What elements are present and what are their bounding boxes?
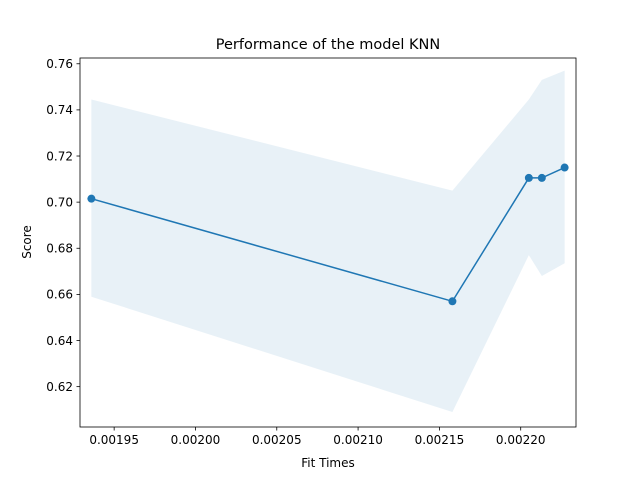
confidence-band	[91, 70, 565, 413]
y-tick-label: 0.66	[46, 288, 73, 302]
y-tick-label: 0.68	[46, 242, 73, 256]
data-point-4	[560, 163, 569, 172]
x-tick-label: 0.00200	[171, 433, 221, 447]
confidence-band-area	[91, 70, 565, 413]
data-point-3	[537, 173, 546, 182]
x-tick-label: 0.00195	[89, 433, 139, 447]
y-axis-label: Score	[20, 225, 34, 259]
y-tick-label: 0.72	[46, 149, 73, 163]
data-point-0	[87, 194, 96, 203]
x-axis-ticks: 0.00195 0.00200 0.00205 0.00210 0.00215 0.002…	[89, 427, 546, 447]
x-tick-label: 0.00205	[252, 433, 302, 447]
x-tick-label: 0.00210	[333, 433, 383, 447]
x-tick-label: 0.00215	[415, 433, 465, 447]
x-tick-label: 0.00220	[496, 433, 546, 447]
y-tick-label: 0.62	[46, 380, 73, 394]
y-axis-ticks: 0.62 0.64 0.66 0.68 0.70 0.72 0.74 0.76	[46, 57, 80, 394]
y-tick-label: 0.74	[46, 103, 73, 117]
data-point-2	[524, 173, 533, 182]
x-axis-label: Fit Times	[301, 456, 355, 470]
plot-frame	[79, 57, 577, 428]
series-markers	[87, 163, 569, 306]
y-tick-label: 0.76	[46, 57, 73, 71]
data-point-1	[448, 297, 457, 306]
y-tick-label: 0.70	[46, 195, 73, 209]
chart-title: Performance of the model KNN	[216, 37, 440, 53]
y-tick-label: 0.64	[46, 334, 73, 348]
